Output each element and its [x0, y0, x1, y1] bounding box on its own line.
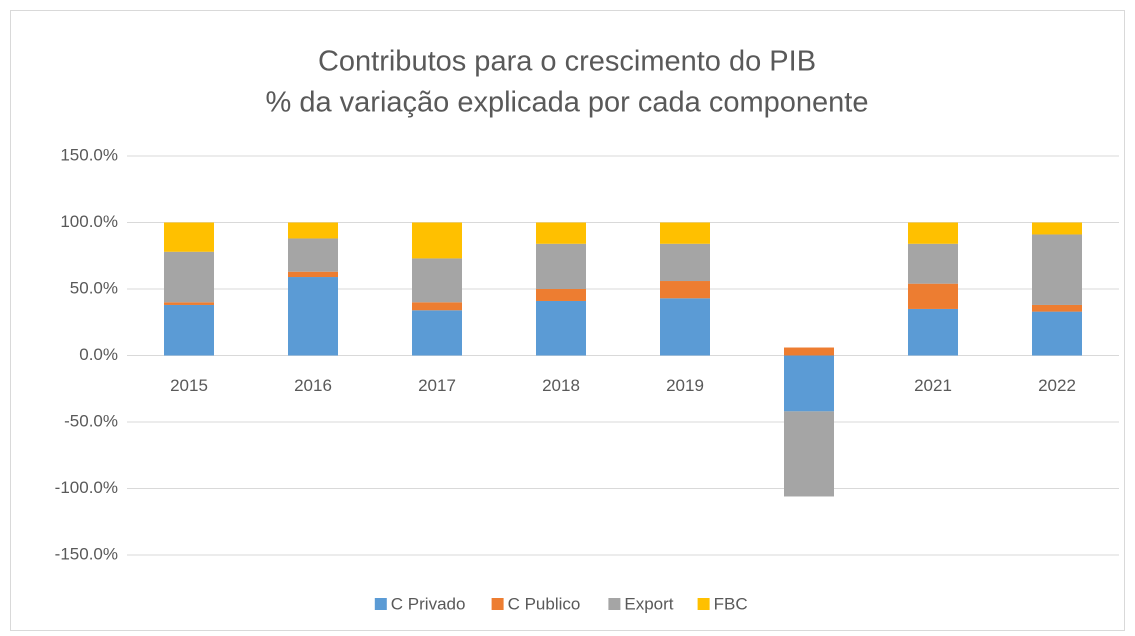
- legend-label: Export: [624, 594, 673, 613]
- bar-segment: [288, 271, 338, 278]
- bar-segment: [1032, 222, 1082, 235]
- y-tick-label: -100.0%: [55, 478, 118, 497]
- x-tick-label: 2022: [1038, 376, 1076, 395]
- y-tick-label: 50.0%: [70, 278, 118, 297]
- bar-segment: [908, 283, 958, 309]
- bar-segment: [536, 222, 586, 244]
- x-tick-label: 2015: [170, 376, 208, 395]
- x-tick-label: 2016: [294, 376, 332, 395]
- bar-segment: [784, 355, 834, 412]
- bar-segment: [412, 258, 462, 303]
- y-tick-label: 150.0%: [60, 145, 118, 164]
- y-tick-label: 100.0%: [60, 212, 118, 231]
- legend-label: C Privado: [391, 594, 466, 613]
- bar-segment: [908, 222, 958, 244]
- x-tick-label: 2017: [418, 376, 456, 395]
- bar-segment: [784, 347, 834, 356]
- bar-segment: [412, 222, 462, 259]
- bar-segment: [660, 298, 710, 356]
- bar-segment: [536, 243, 586, 289]
- bar-segment: [660, 222, 710, 244]
- legend-label: FBC: [714, 594, 748, 613]
- legend-swatch: [491, 598, 504, 610]
- bar-segment: [1032, 311, 1082, 356]
- bar-segment: [412, 310, 462, 356]
- y-tick-label: 0.0%: [79, 345, 118, 364]
- bar-segment: [164, 302, 214, 305]
- bar-segment: [412, 302, 462, 311]
- bar-segment: [784, 411, 834, 497]
- bar-segment: [660, 281, 710, 299]
- y-tick-label: -150.0%: [55, 544, 118, 563]
- bar-segment: [164, 304, 214, 356]
- bar-segment: [288, 277, 338, 356]
- x-tick-label: 2018: [542, 376, 580, 395]
- legend-swatch: [374, 598, 387, 610]
- legend-label: C Publico: [508, 594, 581, 613]
- x-tick-label: 2019: [666, 376, 704, 395]
- legend-swatch: [608, 598, 621, 610]
- bar-segment: [164, 222, 214, 252]
- bar-segment: [536, 300, 586, 356]
- bar-segment: [660, 243, 710, 282]
- bar-segment: [1032, 304, 1082, 312]
- bar-segment: [164, 251, 214, 303]
- bar-segment: [908, 243, 958, 284]
- bar-segment: [1032, 234, 1082, 305]
- bar-segment: [288, 222, 338, 239]
- legend-swatch: [697, 598, 710, 610]
- bar-segment: [288, 238, 338, 272]
- chart-subtitle: % da variação explicada por cada compone…: [266, 87, 869, 119]
- chart-title: Contributos para o crescimento do PIB: [318, 46, 816, 78]
- y-tick-label: -50.0%: [64, 411, 118, 430]
- bar-segment: [536, 289, 586, 301]
- bar-segment: [908, 308, 958, 356]
- x-tick-label: 2021: [914, 376, 952, 395]
